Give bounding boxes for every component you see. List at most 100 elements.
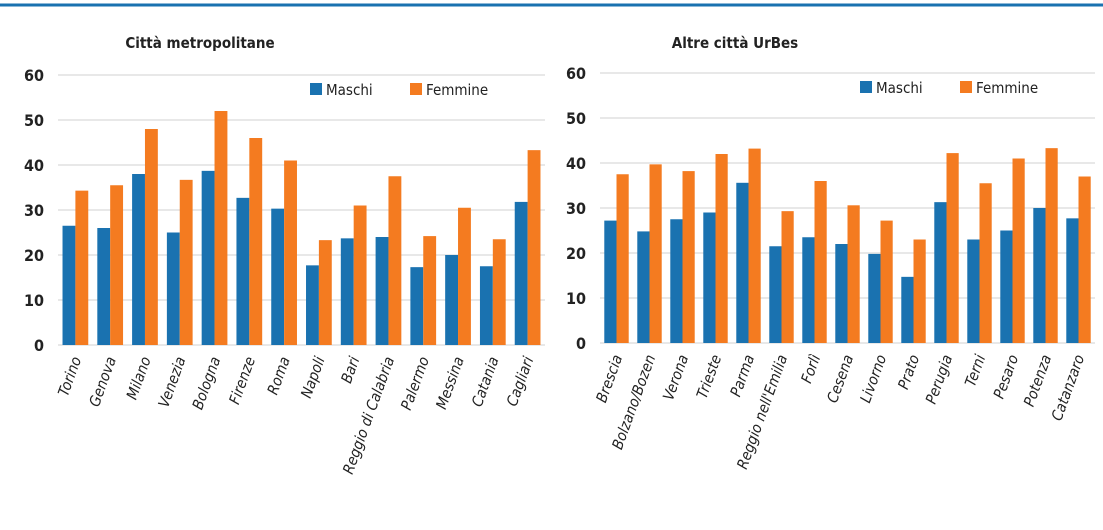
bar [249, 138, 263, 345]
x-tick-label: Cesena [823, 352, 857, 405]
chart-title: Altre città UrBes [672, 34, 798, 52]
x-tick-label: Verona [659, 352, 692, 403]
bar [1066, 218, 1079, 343]
bar [1078, 176, 1091, 343]
bar [318, 240, 332, 345]
bar [458, 207, 471, 345]
bar [802, 237, 815, 343]
y-tick-label: 10 [24, 291, 44, 310]
bar [214, 111, 228, 345]
bar [901, 276, 914, 343]
bar [144, 129, 158, 345]
bar [979, 183, 992, 343]
y-tick-label: 50 [566, 109, 586, 128]
bar [97, 228, 111, 345]
chart-title: Città metropolitane [125, 34, 274, 52]
bar [1033, 208, 1046, 343]
bar [388, 176, 402, 345]
x-tick-label: Napoli [297, 354, 329, 401]
x-tick-label: Potenza [1020, 352, 1055, 409]
bar [479, 266, 493, 345]
bar [736, 182, 749, 343]
x-tick-label: Brescia [592, 352, 626, 405]
bar [604, 220, 617, 343]
x-tick-label: Venezia [155, 354, 190, 410]
x-tick-label: Catanzaro [1048, 352, 1089, 423]
bar [934, 202, 947, 343]
bar [715, 154, 728, 343]
x-tick-label: Forlì [797, 352, 824, 386]
legend-swatch [310, 83, 322, 95]
bar [179, 179, 193, 345]
bar [445, 255, 459, 345]
bar [166, 232, 180, 345]
bar [703, 212, 716, 343]
bar [670, 219, 683, 343]
x-tick-label: Messina [432, 354, 468, 411]
x-tick-label: Catania [468, 354, 503, 409]
bar [340, 238, 354, 345]
bar [781, 211, 794, 343]
x-tick-label: Bari [337, 354, 363, 386]
legend-swatch [860, 81, 872, 93]
bar [748, 148, 761, 343]
x-tick-label: Parma [727, 352, 759, 399]
legend-label: Femmine [976, 79, 1038, 97]
bar [62, 225, 76, 345]
bar [423, 236, 437, 345]
bar [1045, 148, 1058, 343]
bar [201, 170, 215, 345]
x-tick-label: Genova [85, 354, 120, 409]
bar [132, 174, 145, 345]
bar [236, 197, 250, 345]
bar [527, 150, 541, 345]
bar [110, 185, 124, 345]
bar [682, 171, 695, 343]
bar [1012, 158, 1025, 343]
x-tick-label: Cagliari [503, 354, 538, 409]
y-tick-label: 20 [24, 246, 44, 265]
bar [637, 231, 650, 343]
bar [835, 244, 848, 343]
y-tick-label: 30 [24, 201, 44, 220]
y-tick-label: 10 [566, 289, 586, 308]
bar [649, 164, 662, 343]
bar [284, 160, 297, 345]
x-tick-label: Roma [264, 354, 294, 397]
x-tick-label: Livorno [856, 352, 890, 405]
bar [353, 205, 367, 345]
x-tick-label: Terni [961, 352, 989, 389]
y-tick-label: 60 [566, 64, 586, 83]
x-tick-label: Torino [54, 354, 85, 398]
y-tick-label: 50 [24, 111, 44, 130]
bar [946, 153, 959, 343]
bar [1000, 230, 1013, 343]
bar [913, 239, 926, 343]
x-tick-label: Milano [123, 354, 155, 402]
legend-label: Maschi [326, 81, 373, 99]
bar [271, 208, 285, 345]
legend-swatch [410, 83, 422, 95]
legend-label: Maschi [876, 79, 923, 97]
y-tick-label: 30 [566, 199, 586, 218]
bar [847, 205, 860, 343]
x-tick-label: Prato [894, 352, 923, 392]
y-tick-label: 20 [566, 244, 586, 263]
x-tick-label: Trieste [693, 352, 725, 401]
bar [492, 239, 506, 345]
x-tick-label: Bologna [189, 354, 225, 412]
bar [514, 201, 528, 345]
y-tick-label: 0 [576, 334, 586, 353]
bar [75, 190, 89, 345]
legend-label: Femmine [426, 81, 488, 99]
bar [814, 181, 827, 343]
x-tick-label: Firenze [225, 354, 259, 406]
x-tick-label: Perugia [922, 352, 956, 406]
y-tick-label: 60 [24, 66, 44, 85]
bar [306, 265, 319, 345]
bar [410, 267, 424, 345]
bar [880, 220, 893, 343]
bar [868, 253, 881, 343]
y-tick-label: 40 [566, 154, 586, 173]
